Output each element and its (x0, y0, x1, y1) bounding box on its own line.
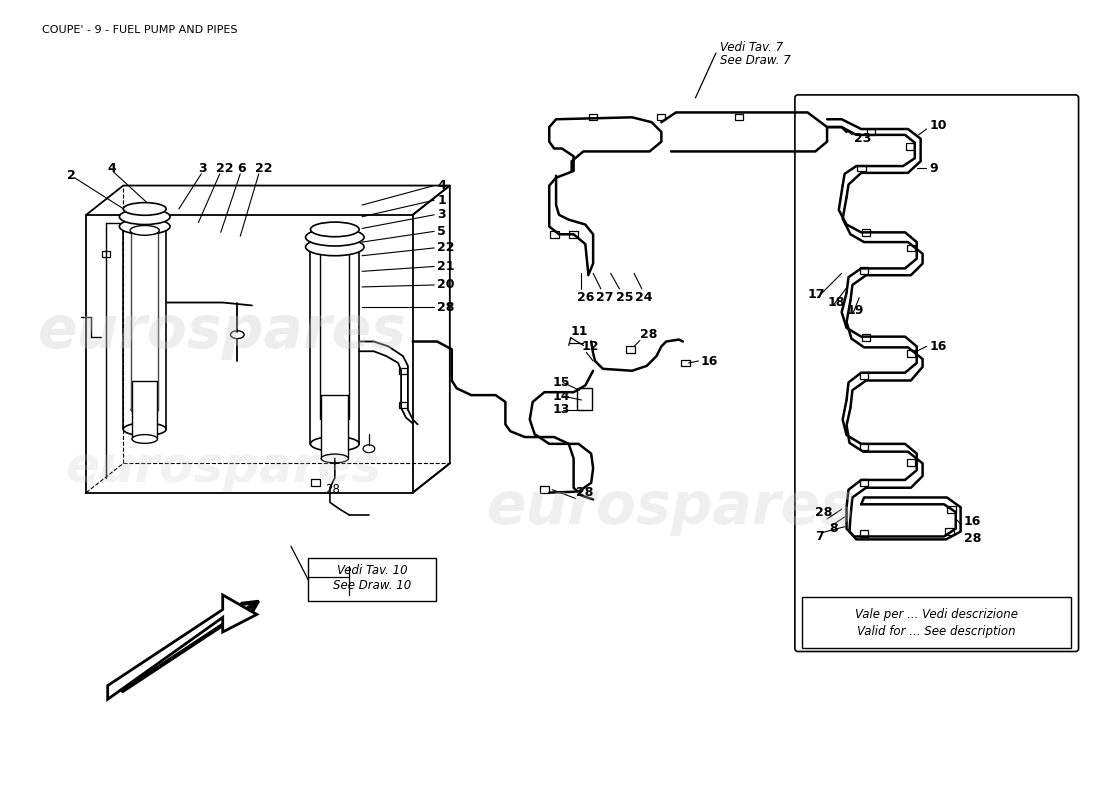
Text: 20: 20 (437, 278, 454, 291)
FancyBboxPatch shape (795, 95, 1079, 651)
Ellipse shape (130, 226, 159, 235)
Text: 23: 23 (855, 132, 871, 146)
Bar (569, 231, 578, 238)
Ellipse shape (306, 229, 364, 246)
Text: 25: 25 (616, 291, 632, 304)
Text: 28: 28 (326, 483, 340, 496)
Text: COUPE' - 9 - FUEL PUMP AND PIPES: COUPE' - 9 - FUEL PUMP AND PIPES (43, 25, 238, 34)
Text: 3: 3 (437, 208, 446, 222)
Text: See Draw. 10: See Draw. 10 (332, 578, 411, 592)
Ellipse shape (310, 222, 360, 237)
Text: 24: 24 (635, 291, 652, 304)
Text: 16: 16 (701, 354, 717, 367)
Bar (906, 350, 915, 357)
Bar (311, 479, 320, 486)
Bar (321, 395, 349, 458)
Text: 4: 4 (437, 179, 446, 192)
Bar (860, 530, 869, 537)
Ellipse shape (132, 434, 157, 443)
Text: eurospares: eurospares (39, 303, 407, 360)
Bar (905, 143, 914, 150)
Bar (550, 231, 559, 238)
Bar (946, 528, 955, 535)
Text: 10: 10 (930, 118, 947, 132)
Text: 19: 19 (847, 304, 864, 317)
Bar (857, 165, 866, 171)
Bar (399, 368, 407, 374)
Text: 14: 14 (552, 390, 570, 402)
Text: 28: 28 (640, 328, 658, 341)
Bar (813, 124, 822, 130)
FancyBboxPatch shape (802, 597, 1070, 647)
Bar (867, 129, 876, 135)
Text: 8: 8 (829, 522, 837, 535)
Bar (399, 402, 407, 408)
Bar (626, 346, 635, 353)
Bar (540, 486, 549, 493)
Bar (576, 388, 592, 410)
Bar (102, 251, 110, 257)
Polygon shape (108, 595, 256, 699)
Text: 6: 6 (238, 162, 246, 174)
Text: 9: 9 (930, 162, 938, 174)
Bar (860, 443, 869, 450)
Bar (860, 479, 869, 486)
Text: 7: 7 (815, 530, 824, 543)
Text: 3: 3 (198, 162, 207, 174)
Ellipse shape (120, 218, 170, 234)
Ellipse shape (321, 454, 349, 463)
Text: 1: 1 (437, 194, 446, 206)
Bar (132, 381, 157, 439)
Text: 22: 22 (437, 242, 454, 254)
Text: eurospares: eurospares (65, 444, 381, 492)
Text: Valid for ... See description: Valid for ... See description (857, 625, 1015, 638)
Text: eurospares: eurospares (486, 478, 856, 536)
Text: 2: 2 (67, 170, 76, 182)
Bar (590, 114, 597, 120)
Text: 28: 28 (815, 506, 833, 518)
Text: 16: 16 (930, 340, 947, 353)
Ellipse shape (363, 445, 375, 453)
Bar (947, 506, 956, 513)
Text: 5: 5 (437, 225, 446, 238)
Text: 27: 27 (596, 291, 614, 304)
Text: 28: 28 (575, 486, 593, 499)
Text: 28: 28 (964, 532, 981, 545)
Bar (736, 114, 744, 120)
Bar (658, 114, 666, 120)
Text: Vedi Tav. 10: Vedi Tav. 10 (337, 564, 407, 577)
Text: 13: 13 (552, 403, 570, 416)
Text: 16: 16 (964, 515, 981, 528)
Text: 15: 15 (552, 376, 570, 389)
Bar (906, 245, 915, 251)
Ellipse shape (306, 238, 364, 256)
Ellipse shape (123, 423, 166, 435)
Text: See Draw. 7: See Draw. 7 (719, 54, 791, 67)
Ellipse shape (231, 330, 244, 338)
Ellipse shape (120, 209, 170, 225)
Text: Vedi Tav. 7: Vedi Tav. 7 (719, 41, 783, 54)
Ellipse shape (131, 406, 158, 414)
Text: 21: 21 (437, 260, 454, 273)
Bar (906, 459, 915, 466)
Bar (860, 372, 869, 379)
Text: 28: 28 (437, 301, 454, 314)
Text: 4: 4 (108, 162, 117, 174)
Bar (861, 229, 870, 236)
Text: 26: 26 (576, 291, 594, 304)
FancyBboxPatch shape (308, 558, 437, 601)
Text: 17: 17 (807, 288, 825, 302)
Bar (861, 334, 870, 341)
Text: 22: 22 (255, 162, 273, 174)
Text: 11: 11 (571, 326, 588, 338)
Bar (681, 359, 690, 366)
Ellipse shape (310, 437, 360, 451)
Text: 22: 22 (216, 162, 233, 174)
Bar (860, 267, 869, 274)
Text: 12: 12 (582, 340, 598, 353)
Ellipse shape (123, 202, 166, 215)
Text: 18: 18 (827, 296, 845, 309)
Text: Vale per ... Vedi descrizione: Vale per ... Vedi descrizione (855, 608, 1018, 621)
